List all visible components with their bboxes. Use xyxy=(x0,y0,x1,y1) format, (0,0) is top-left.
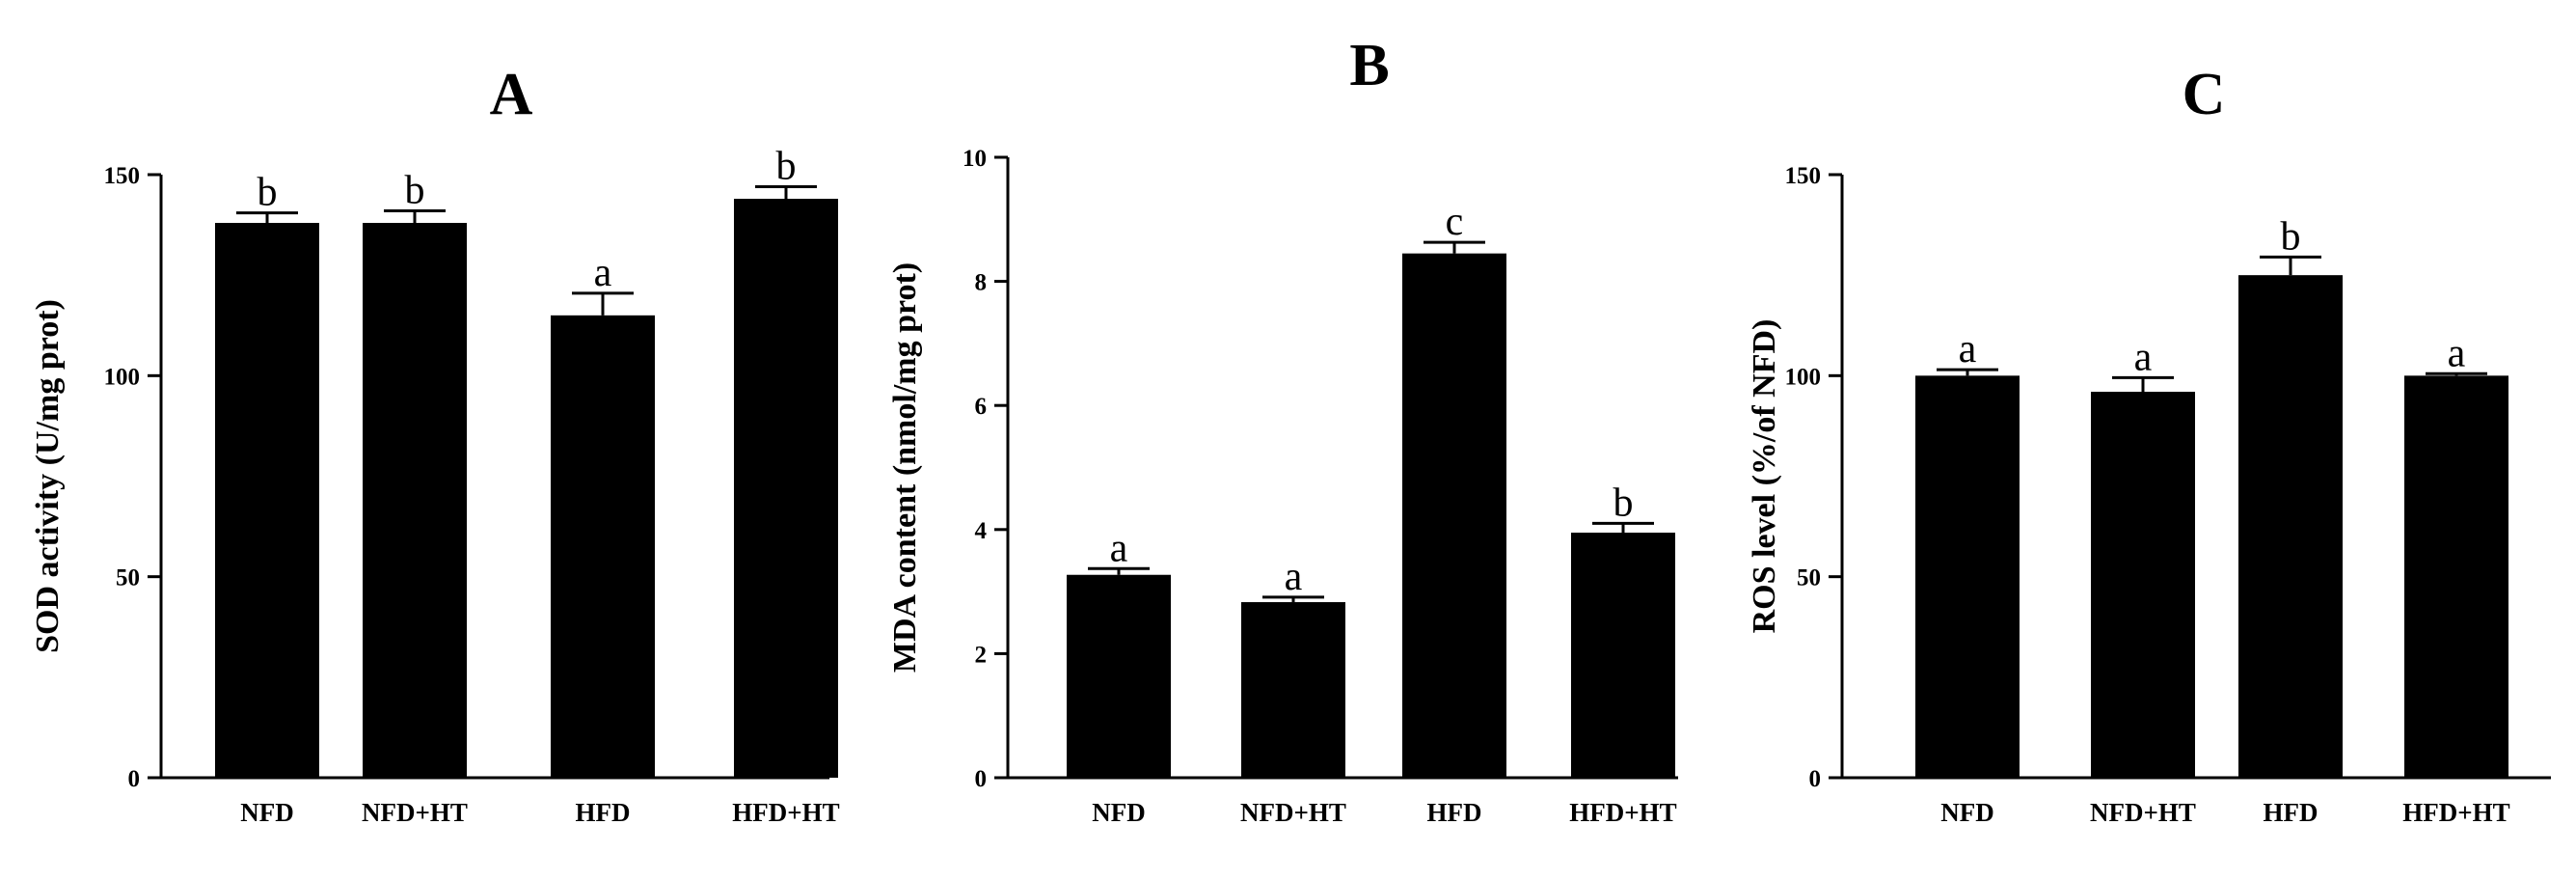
panel-3-y-tick-label: 100 xyxy=(1785,364,1822,390)
panel-2-bar xyxy=(1571,533,1675,778)
panel-1-bar xyxy=(551,315,655,778)
panel-3-significance-letter: a xyxy=(2448,331,2466,375)
panel-1-y-tick-label: 50 xyxy=(116,565,140,591)
panel-3-y-tick-label: 150 xyxy=(1785,163,1822,189)
panel-1-bar xyxy=(734,199,838,778)
panel-2-y-axis-label: MDA content (nmol/mg prot) xyxy=(887,262,923,673)
panel-3-bar xyxy=(1915,375,2020,778)
panel-2-significance-letter: a xyxy=(1110,526,1128,570)
panel-2-category-label: NFD+HT xyxy=(1240,798,1346,827)
panel-2-y-tick-label: 4 xyxy=(975,518,988,544)
panel-2-y-tick-label: 2 xyxy=(975,642,988,668)
panel-1-y-tick-label: 150 xyxy=(104,163,141,189)
panel-2-bar xyxy=(1241,602,1345,778)
panel-3-bar xyxy=(2404,375,2508,778)
panel-2-title: B xyxy=(1349,33,1389,98)
panel-3-y-tick-label: 50 xyxy=(1797,565,1821,591)
panel-3-category-label: HFD+HT xyxy=(2402,798,2509,827)
panel-3-significance-letter: b xyxy=(2281,214,2301,259)
panel-1-significance-letter: b xyxy=(776,145,797,189)
panel-3-significance-letter: a xyxy=(2134,335,2153,379)
panel-1-y-axis-label: SOD activity (U/mg prot) xyxy=(30,299,66,653)
panel-3-category-label: HFD xyxy=(2264,798,2318,827)
panel-1-title: A xyxy=(490,62,533,127)
panel-2-category-label: HFD+HT xyxy=(1569,798,1676,827)
panel-1-category-label: NFD xyxy=(240,798,294,827)
panel-2-y-tick-label: 8 xyxy=(975,270,988,296)
panel-1-bar xyxy=(363,223,467,778)
panel-2-bar xyxy=(1402,253,1506,778)
panel-2-significance-letter: b xyxy=(1613,481,1634,525)
panel-3-significance-letter: a xyxy=(1959,327,1977,371)
panel-3-y-axis-label: ROS level (%/of NFD) xyxy=(1747,319,1782,634)
panel-1-category-label: HFD xyxy=(576,798,631,827)
panel-1-y-tick-label: 100 xyxy=(104,364,141,390)
panel-1-category-label: HFD+HT xyxy=(732,798,839,827)
panel-3-category-label: NFD xyxy=(1940,798,1994,827)
panel-3-bar xyxy=(2238,275,2343,779)
panel-3-category-label: NFD+HT xyxy=(2090,798,2196,827)
panel-2-y-tick-label: 0 xyxy=(975,766,988,792)
panel-2-category-label: HFD xyxy=(1427,798,1482,827)
panel-2-bar xyxy=(1067,574,1171,778)
panel-2-significance-letter: c xyxy=(1446,200,1464,244)
panel-1-significance-letter: a xyxy=(594,251,612,295)
panel-1-bar xyxy=(215,223,319,778)
panel-3-title: C xyxy=(2183,62,2226,127)
panel-1-y-tick-label: 0 xyxy=(128,766,141,792)
panel-3-bar xyxy=(2091,392,2195,778)
panel-2-category-label: NFD xyxy=(1092,798,1146,827)
panel-1-significance-letter: b xyxy=(258,171,278,215)
panel-1-significance-letter: b xyxy=(405,169,425,213)
panel-2-y-tick-label: 6 xyxy=(975,394,988,420)
panel-2-significance-letter: a xyxy=(1285,555,1303,599)
panel-3-y-tick-label: 0 xyxy=(1809,766,1822,792)
panel-1-category-label: NFD+HT xyxy=(362,798,468,827)
panel-2-y-tick-label: 10 xyxy=(963,146,987,172)
